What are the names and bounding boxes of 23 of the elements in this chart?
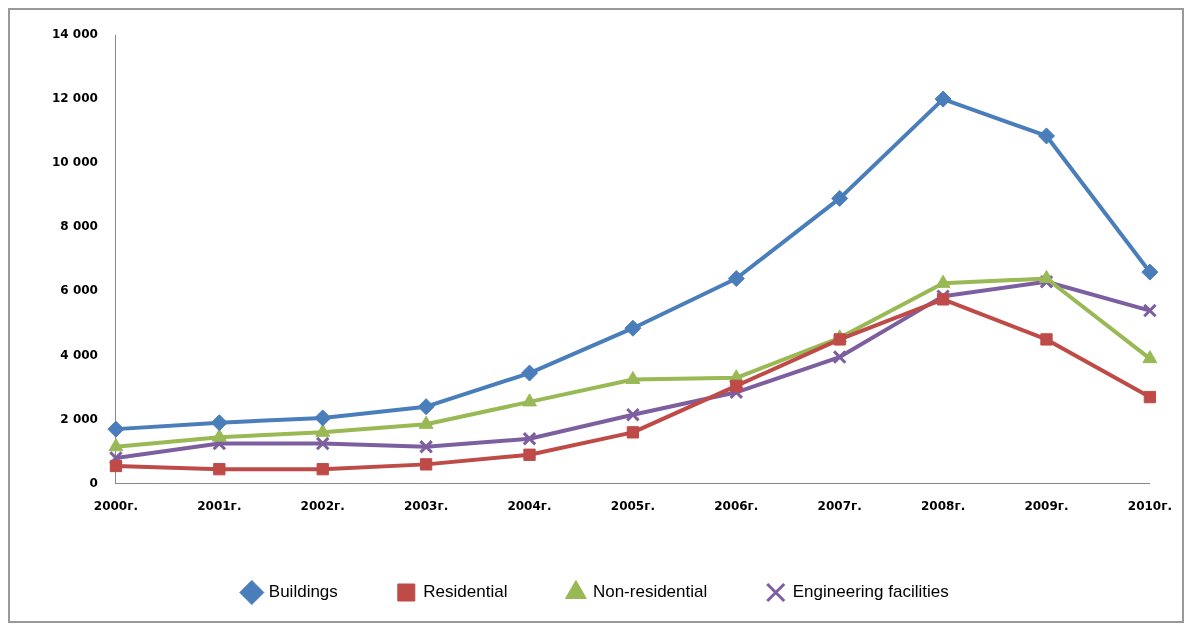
y-tick-label: 6 000 bbox=[60, 283, 98, 298]
x-tick-label: 2002г. bbox=[300, 498, 345, 513]
x-tick-label: 2007г. bbox=[817, 498, 862, 513]
y-tick-label: 4 000 bbox=[60, 347, 98, 362]
x-tick-label: 2001г. bbox=[197, 498, 242, 513]
legend-label: Non-residential bbox=[592, 582, 708, 602]
y-tick-label: 12 000 bbox=[51, 91, 98, 106]
x-tick-label: 2003г. bbox=[404, 498, 449, 513]
y-tick-label: 0 bbox=[89, 475, 98, 490]
y-tick-label: 10 000 bbox=[51, 155, 98, 170]
x-tick-label: 2006г. bbox=[714, 498, 759, 513]
x-tick-label: 2009г. bbox=[1024, 498, 1069, 513]
legend-label: Engineering facilities bbox=[792, 582, 949, 602]
legend-label: Buildings bbox=[268, 582, 338, 602]
y-tick-label: 8 000 bbox=[60, 219, 98, 234]
x-tick-label: 2004г. bbox=[507, 498, 552, 513]
y-tick-label: 2 000 bbox=[60, 411, 98, 426]
legend-label: Residential bbox=[423, 582, 508, 602]
x-tick-label: 2010г. bbox=[1127, 498, 1172, 513]
x-tick-label: 2008г. bbox=[920, 498, 966, 513]
x-tick-label: 2005г. bbox=[610, 498, 656, 513]
x-tick-label: 2000г. bbox=[93, 498, 139, 513]
y-tick-label: 14 000 bbox=[51, 27, 98, 42]
